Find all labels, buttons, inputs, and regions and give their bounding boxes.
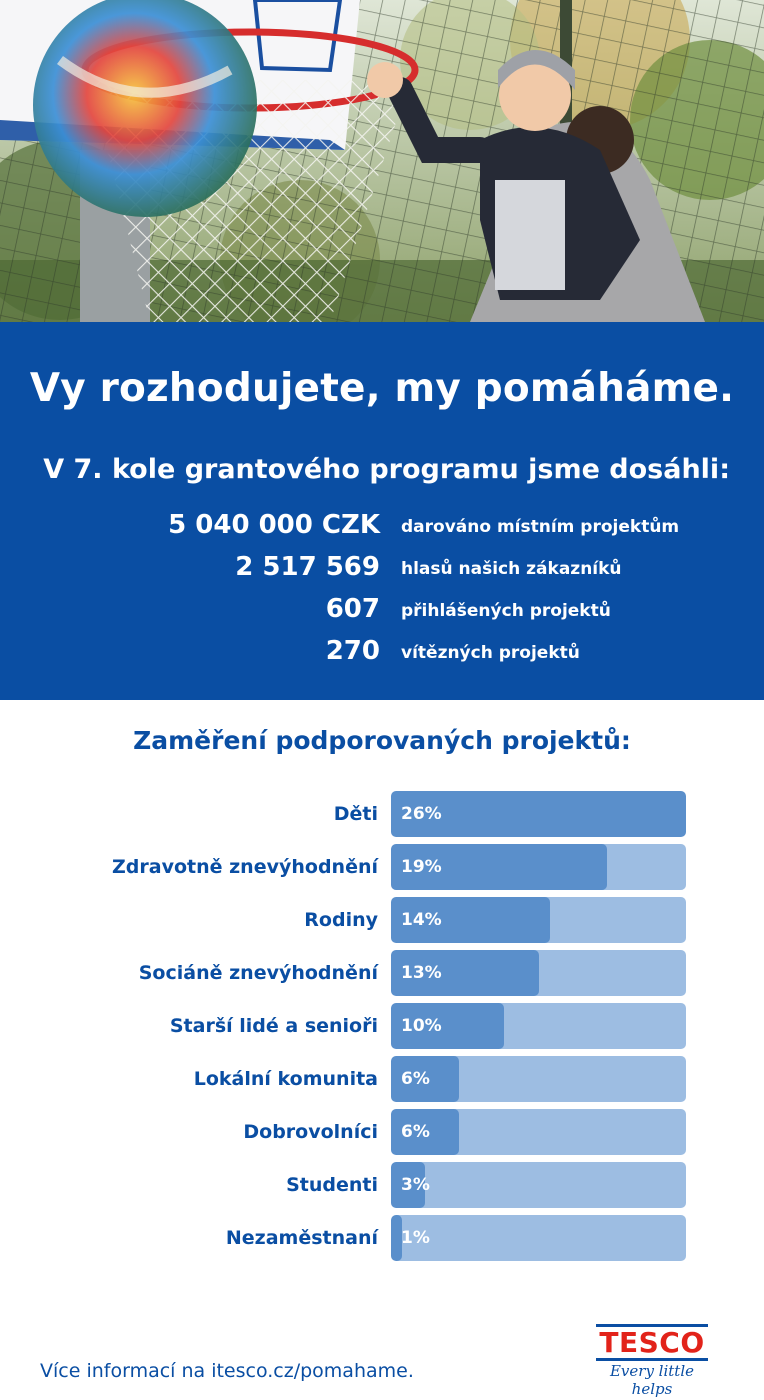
bar bbox=[391, 1215, 402, 1261]
bar bbox=[391, 950, 539, 996]
bar bbox=[391, 1109, 459, 1155]
headline: Vy rozhodujete, my pomáháme. bbox=[29, 366, 735, 411]
bar-row: Rodiny 14% bbox=[0, 897, 764, 943]
bar bbox=[391, 791, 686, 837]
bar-row: Nezaměstnaní 1% bbox=[0, 1215, 764, 1261]
bar-row: Zdravotně znevýhodnění 19% bbox=[0, 844, 764, 890]
bar-value-label: 13% bbox=[401, 963, 442, 983]
bar-track: 3% bbox=[391, 1162, 686, 1208]
logo-wordmark: TESCO bbox=[599, 1326, 705, 1359]
bar-value-label: 10% bbox=[401, 1016, 442, 1036]
bar-track: 1% bbox=[391, 1215, 686, 1261]
bar-category-label: Dobrovolníci bbox=[243, 1121, 378, 1143]
stat-row: 2 517 569 hlasů našich zákazníků bbox=[0, 548, 764, 582]
more-info-link[interactable]: Více informací na itesco.cz/pomahame. bbox=[40, 1360, 414, 1382]
bar-row: Lokální komunita 6% bbox=[0, 1056, 764, 1102]
bar-row: Starší lidé a senioři 10% bbox=[0, 1003, 764, 1049]
bar-row: Sociáně znevýhodnění 13% bbox=[0, 950, 764, 996]
stats-panel: Vy rozhodujete, my pomáháme. V 7. kole g… bbox=[0, 322, 764, 700]
logo-tagline: Every little helps bbox=[609, 1362, 695, 1398]
bar-category-label: Starší lidé a senioři bbox=[169, 1015, 378, 1037]
bar-category-label: Děti bbox=[333, 803, 378, 825]
bar-track: 19% bbox=[391, 844, 686, 890]
bar-value-label: 1% bbox=[401, 1228, 430, 1248]
bar-category-label: Nezaměstnaní bbox=[225, 1227, 378, 1249]
stat-value: 2 517 569 bbox=[235, 552, 380, 582]
bar-value-label: 14% bbox=[401, 910, 442, 930]
bar bbox=[391, 1056, 459, 1102]
stat-row: 5 040 000 CZK darováno místním projektům bbox=[0, 506, 764, 540]
stat-label: hlasů našich zákazníků bbox=[401, 559, 622, 579]
bar-value-label: 19% bbox=[401, 857, 442, 877]
bar-track: 6% bbox=[391, 1056, 686, 1102]
bar bbox=[391, 897, 550, 943]
stat-label: přihlášených projektů bbox=[401, 601, 611, 621]
stat-row: 607 přihlášených projektů bbox=[0, 590, 764, 624]
stat-label: darováno místním projektům bbox=[401, 517, 680, 537]
stat-value: 5 040 000 CZK bbox=[168, 510, 380, 540]
bar-row: Studenti 3% bbox=[0, 1162, 764, 1208]
bar-row: Dobrovolníci 6% bbox=[0, 1109, 764, 1155]
bar-category-label: Lokální komunita bbox=[193, 1068, 378, 1090]
bar-track: 10% bbox=[391, 1003, 686, 1049]
bar-category-label: Rodiny bbox=[304, 909, 378, 931]
stat-row: 270 vítězných projektů bbox=[0, 632, 764, 666]
bar-track: 6% bbox=[391, 1109, 686, 1155]
bar-value-label: 26% bbox=[401, 804, 442, 824]
tesco-logo: TESCO Every little helps bbox=[590, 1322, 714, 1398]
stat-value: 270 bbox=[325, 636, 380, 666]
logo-stripe bbox=[596, 1358, 708, 1361]
bar-track: 14% bbox=[391, 897, 686, 943]
bar bbox=[391, 1162, 425, 1208]
stat-value: 607 bbox=[325, 594, 380, 624]
bar-category-label: Studenti bbox=[286, 1174, 378, 1196]
bar-row: Děti 26% bbox=[0, 791, 764, 837]
subheadline: V 7. kole grantového programu jsme dosáh… bbox=[43, 454, 730, 485]
bar-category-label: Sociáně znevýhodnění bbox=[138, 962, 378, 984]
bar-value-label: 6% bbox=[401, 1122, 430, 1142]
chart-title: Zaměření podporovaných projektů: bbox=[133, 726, 631, 755]
bar bbox=[391, 1003, 504, 1049]
logo-stripe bbox=[596, 1324, 708, 1327]
bar-track: 26% bbox=[391, 791, 686, 837]
hero-photo bbox=[0, 0, 764, 322]
stat-label: vítězných projektů bbox=[401, 643, 580, 663]
bar bbox=[391, 844, 607, 890]
bar-value-label: 3% bbox=[401, 1175, 430, 1195]
hero-illustration bbox=[0, 0, 764, 322]
bar-value-label: 6% bbox=[401, 1069, 430, 1089]
bar-track: 13% bbox=[391, 950, 686, 996]
bar-category-label: Zdravotně znevýhodnění bbox=[112, 856, 378, 878]
